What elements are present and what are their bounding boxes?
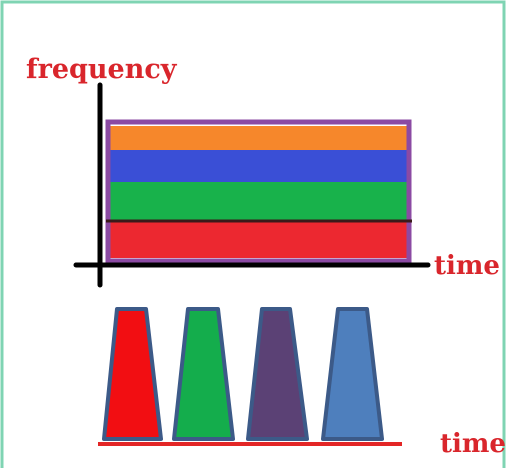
band-red (110, 220, 408, 258)
pulse-train: time (98, 307, 506, 459)
band-blue (110, 150, 408, 182)
band-green (110, 182, 408, 220)
pulse-red (102, 307, 163, 441)
band-orange (110, 126, 408, 150)
x-axis-bottom-label: time (440, 429, 506, 459)
y-axis-label: frequency (26, 54, 178, 85)
band-outline (105, 119, 412, 264)
spectrum-graph: frequency time (26, 54, 500, 288)
pulse-green (172, 307, 235, 441)
x-axis-top-label: time (434, 251, 500, 281)
pulse-steel-blue (321, 307, 384, 441)
pulse-purple (246, 307, 309, 441)
